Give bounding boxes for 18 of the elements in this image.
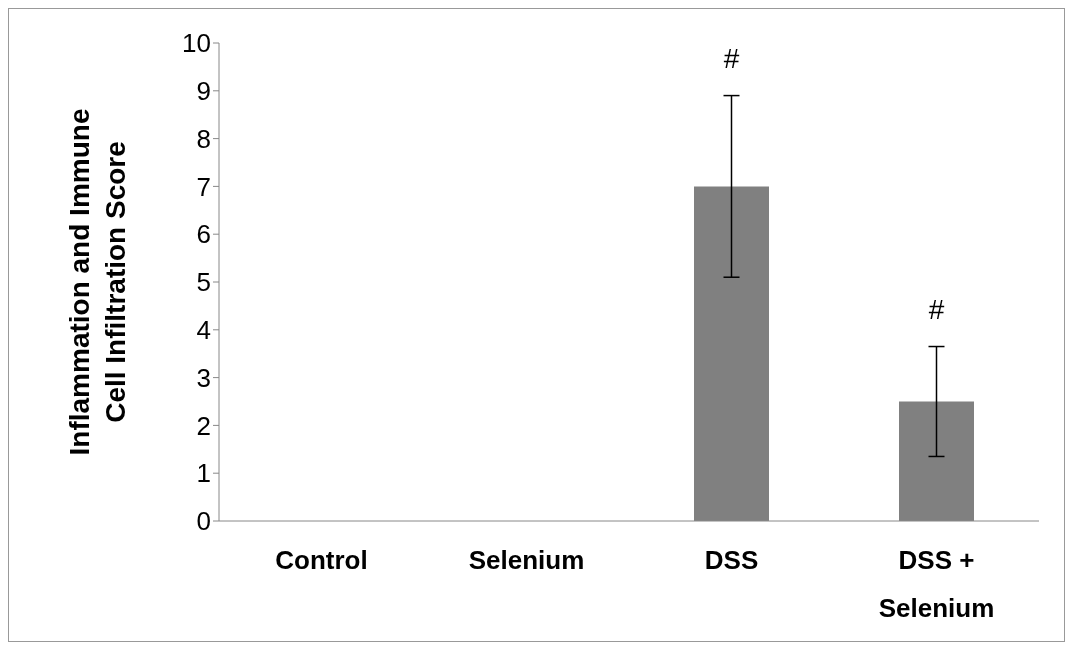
y-tick-label: 0 (196, 506, 211, 537)
y-tick-label: 3 (196, 362, 211, 393)
y-tick-label: 10 (182, 28, 211, 59)
x-tick-label: Control (275, 545, 368, 575)
y-tick-label: 6 (196, 219, 211, 250)
x-tick-label: DSS (704, 545, 759, 575)
y-tick-label: 2 (196, 410, 211, 441)
y-tick-label: 7 (196, 171, 211, 202)
y-tick-label: 9 (196, 76, 211, 107)
y-tick-label: 4 (196, 315, 211, 346)
y-axis-title: Inflammation and Immune Cell Infiltration Score (64, 108, 131, 456)
y-tick-label: 8 (196, 123, 211, 154)
y-tick-label: 1 (196, 458, 211, 489)
annotation: # (928, 293, 945, 325)
x-tick-label: Selenium (468, 545, 585, 575)
x-tick-label: DSS + Selenium (878, 545, 995, 623)
annotation: # (723, 42, 740, 74)
y-tick-label: 5 (196, 267, 211, 298)
